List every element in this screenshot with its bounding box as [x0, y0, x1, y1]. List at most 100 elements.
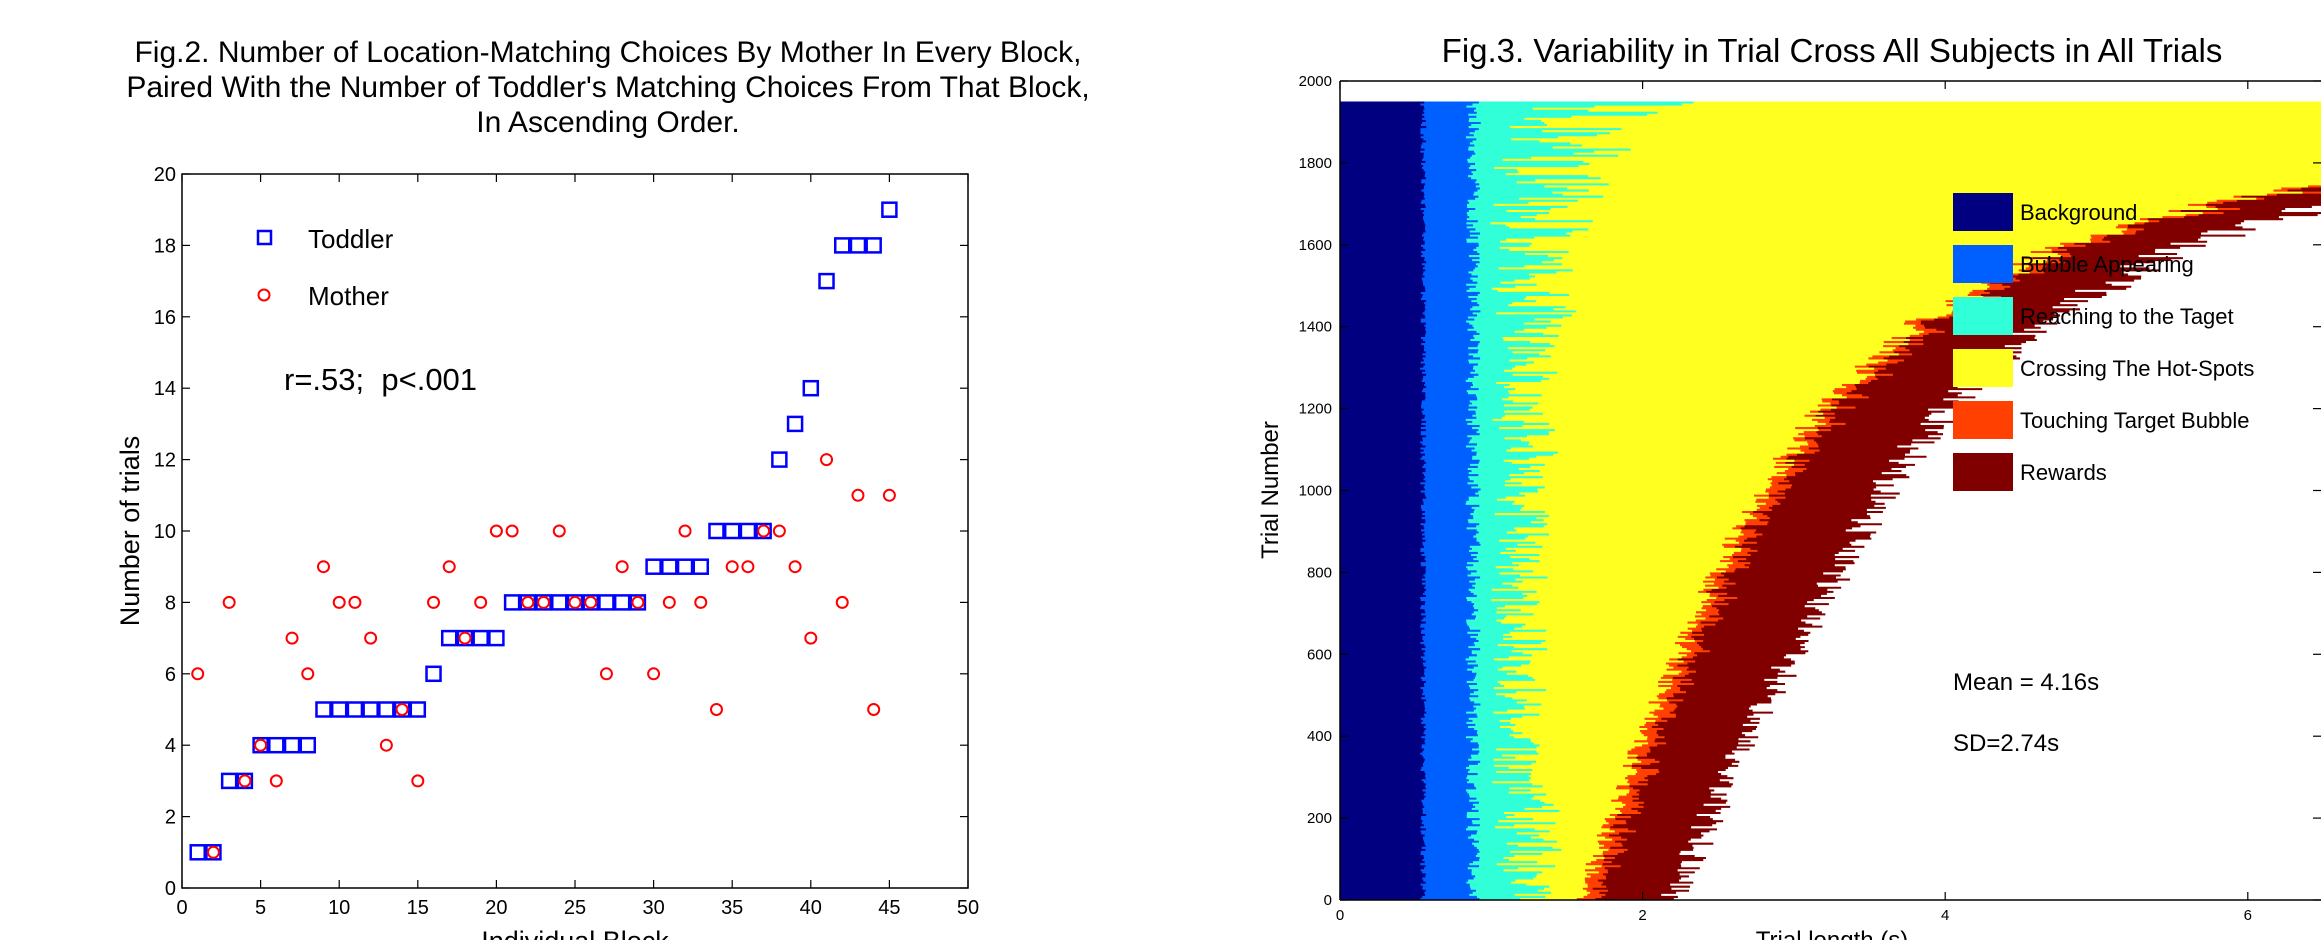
mother-point [238, 774, 252, 788]
mother-point [316, 560, 330, 574]
mother-point [599, 667, 613, 681]
mother-point [788, 560, 802, 574]
fig2-xtick-label: 25 [564, 897, 586, 919]
fig3-layers [1340, 101, 2321, 900]
mother-point [206, 845, 220, 859]
fig2-ytick-label: 2 [165, 807, 176, 829]
fig2-ticks: 0 5 10 15 20 25 30 35 40 45 50 0 2 4 6 8 10 12 14 16 18 20 [154, 164, 979, 919]
toddler-point [425, 665, 442, 683]
fig2-ytick-label: 6 [165, 664, 176, 686]
toddler-point [598, 594, 615, 611]
toddler-point [456, 629, 474, 647]
fig3-xtick-label: 0 [1336, 907, 1344, 924]
toddler-point [661, 558, 678, 575]
fig3-ytick-label: 1600 [1299, 237, 1332, 254]
toddler-point [268, 736, 285, 754]
toddler-point [739, 522, 757, 540]
mother-point [474, 595, 488, 609]
fig2-xtick-label: 0 [176, 897, 187, 919]
legend-swatch [1953, 453, 2013, 491]
fig2-xtick-label: 10 [328, 897, 350, 919]
toddler-point [409, 701, 427, 718]
mother-point [584, 595, 598, 609]
mother-point [269, 774, 283, 788]
fig3-ytick-label: 1800 [1299, 155, 1332, 172]
mother-point [411, 774, 425, 788]
toddler-point [189, 844, 206, 861]
toddler-point [676, 558, 694, 575]
mother-point [505, 524, 519, 538]
fig2-ytick-label: 12 [154, 450, 176, 472]
toddler-point [519, 594, 537, 611]
legend-swatch [1953, 245, 2013, 283]
fig2-toddler-series [189, 201, 898, 861]
fig2-plot-area [181, 173, 969, 889]
fig2-xtick-label: 15 [407, 897, 429, 919]
fig3-ytick-label: 2000 [1299, 73, 1332, 90]
fig3-xtick-label: 4 [1941, 907, 1949, 924]
toddler-point [315, 701, 332, 718]
toddler-point [378, 701, 395, 718]
legend-mother-label: Mother [308, 281, 389, 311]
mother-point [285, 631, 299, 645]
toddler-point [865, 237, 882, 254]
fig2-xtick-label: 5 [255, 897, 266, 919]
mother-point [364, 631, 378, 645]
toddler-point [771, 451, 788, 468]
toddler-point [833, 237, 851, 254]
legend-mother-marker [257, 288, 271, 302]
toddler-point [346, 701, 364, 718]
fig3-ytick-label: 400 [1307, 728, 1332, 745]
fig3-ticks: 0246810120200400600800100012001400160018… [1299, 73, 2321, 924]
fig2-ytick-label: 16 [154, 307, 176, 329]
mother-point [254, 738, 268, 752]
mother-point [489, 524, 503, 538]
mother-point [757, 524, 771, 538]
fig2-xtick-label: 30 [642, 897, 664, 919]
fig3-xtick-label: 6 [2244, 907, 2252, 924]
toddler-point [205, 844, 222, 861]
fig3-layer-crossing-the-hot-spots [1340, 101, 2321, 900]
mother-point [804, 631, 818, 645]
fig2-xtick-label: 35 [721, 897, 743, 919]
mother-point [772, 524, 786, 538]
mother-point [835, 595, 849, 609]
fig3-ytick-label: 800 [1307, 564, 1332, 581]
fig2-xtick-label: 20 [485, 897, 507, 919]
toddler-point [566, 594, 584, 611]
legend-label: Rewards [2020, 460, 2107, 485]
fig3-legend: Background Bubble Appearing Reaching to th… [1953, 193, 2254, 491]
toddler-point [488, 629, 505, 647]
legend-label: Bubble Appearing [2020, 252, 2194, 277]
legend-toddler-label: Toddler [308, 224, 394, 254]
fig2-ytick-label: 0 [165, 878, 176, 900]
fig2-title-line-1: Fig.2. Number of Location-Matching Choic… [134, 36, 1081, 69]
toddler-point [881, 201, 898, 218]
fig3-layer-background [1340, 101, 1427, 900]
toddler-point [535, 594, 552, 611]
toddler-point [849, 237, 867, 254]
mother-point [442, 560, 456, 574]
fig3-ytick-label: 200 [1307, 810, 1332, 827]
fig2-annotation: r=.53; p<.001 [284, 362, 477, 397]
fig3-ylabel: Trial Number [1257, 421, 1284, 559]
toddler-point [802, 379, 820, 397]
legend-label: Touching Target Bubble [2020, 408, 2250, 433]
legend-swatch [1953, 401, 2013, 439]
toddler-point [723, 522, 741, 540]
fig2-mother-series [191, 453, 896, 859]
legend-swatch [1953, 349, 2013, 387]
mother-point [647, 667, 661, 681]
mother-point [820, 453, 834, 467]
toddler-point [708, 522, 725, 540]
mother-point [851, 488, 865, 502]
toddler-point [330, 701, 348, 718]
toddler-point [503, 594, 521, 611]
mother-point [222, 595, 236, 609]
mother-point [552, 524, 566, 538]
fig2-chart: Fig.2. Number of Location-Matching Choic… [115, 36, 1090, 940]
mother-point [867, 703, 881, 716]
fig3-ytick-label: 1200 [1299, 401, 1332, 418]
toddler-point [472, 629, 489, 647]
mother-point [332, 595, 346, 609]
